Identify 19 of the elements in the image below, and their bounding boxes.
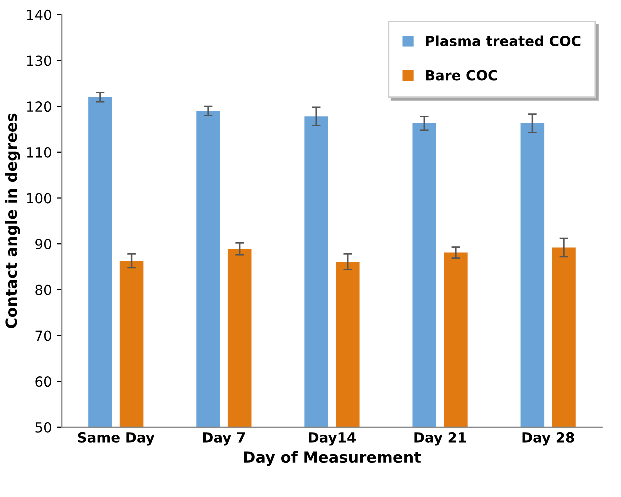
x-tick-label: Day 28 <box>522 432 574 446</box>
y-tick-label: 130 <box>27 56 52 66</box>
y-tick-label: 90 <box>36 239 52 250</box>
y-tick-label: 80 <box>36 284 52 296</box>
x-tick-label: Day 21 <box>414 432 466 446</box>
y-tick-label: 60 <box>36 376 52 388</box>
x-tick-label: Day 7 <box>203 432 246 446</box>
y-tick-label: 70 <box>36 330 52 342</box>
y-tick-label: 140 <box>27 10 52 20</box>
y-tick-label: 50 <box>36 422 52 433</box>
x-tick-label: Day14 <box>309 432 356 446</box>
y-axis-title: Contact angle in degrees <box>5 114 20 328</box>
y-tick-label: 100 <box>27 193 52 204</box>
x-tick-label: Same Day <box>78 432 155 446</box>
legend-label: Plasma treated COC <box>426 36 581 46</box>
y-tick-label: 110 <box>27 147 52 158</box>
legend-label: Bare COC <box>426 70 498 81</box>
x-axis-title: Day of Measurement <box>244 451 422 466</box>
y-tick-label: 120 <box>27 102 52 112</box>
